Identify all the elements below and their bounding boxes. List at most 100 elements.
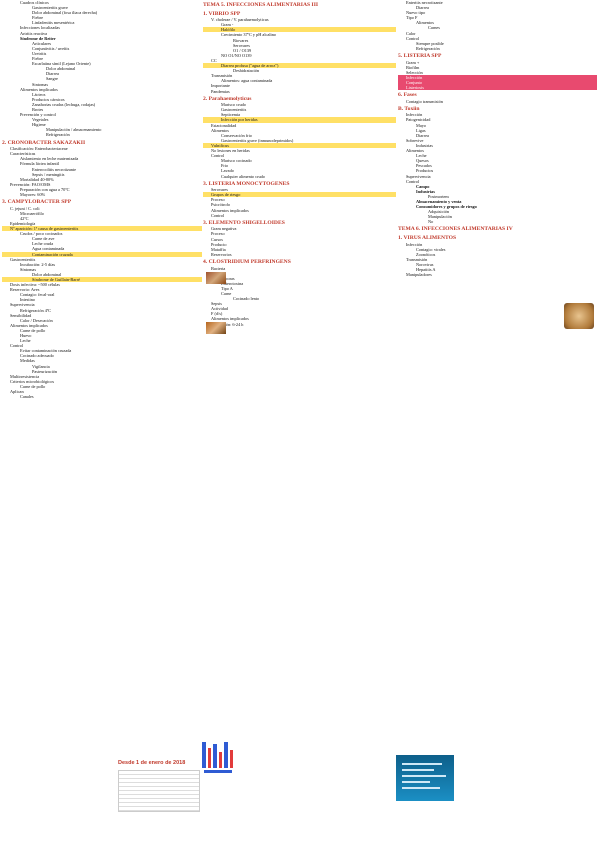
column-middle: TEMA 5. INFECCIONES ALIMENTARIAS III 1. V… — [203, 0, 396, 848]
outline-line: Leche — [20, 338, 31, 344]
outline-line: Contaminación cruzada — [2, 251, 202, 257]
outline-line: Alimentos — [416, 20, 434, 26]
outline-line: Septicemia — [221, 112, 241, 118]
outline-line: Biovares — [233, 37, 249, 43]
outline-line: Síndrome de Guillain-Barré — [2, 276, 202, 283]
outline-line: CC — [211, 57, 217, 63]
outline-line: Sensibilidad — [10, 312, 32, 318]
outline-line: Vulnificus — [203, 142, 396, 149]
outline-line: Fiebre — [32, 15, 43, 21]
outline-line: Multirresistencia — [10, 373, 40, 379]
outline-line: 3. ELEMENTO SHIGELLOIDES — [203, 219, 285, 226]
outline-line: Escarlatina símil (Lejano Oriente) — [32, 61, 91, 67]
column-right: Enteritis necrotizante Diarrea Nuevo tipo T… — [398, 0, 597, 848]
outline-line: Alimentos: agua contaminada — [221, 78, 273, 84]
outline-line: Alimentos — [211, 127, 229, 133]
outline-line: Refrigeración — [46, 132, 70, 138]
outline-line: TEMA 5. INFECCIONES ALIMENTARIAS III — [203, 2, 319, 8]
outline-line: Leche cruda — [32, 241, 54, 247]
outline-line: 6. Fases — [398, 92, 417, 99]
date-banner: Desde 1 de enero de 2018 — [118, 760, 186, 766]
outline-line: Cocinado lento — [233, 296, 260, 302]
outline-line: Mayores: 60% — [20, 191, 46, 197]
outline-line: Industrias — [416, 188, 435, 194]
outline-line: Calor — [406, 30, 416, 36]
outline-line: Conjuntivitis / uveítis — [32, 45, 70, 51]
outline-line: Zoonóticos — [416, 251, 436, 257]
outline-line: Huevo — [20, 333, 32, 338]
outline-line: Supervivencia — [406, 173, 431, 179]
outline-line: Síntomas — [20, 266, 36, 272]
outline-line: Ligas — [416, 127, 426, 133]
outline-line: Tipo A — [221, 285, 233, 291]
outline-line: Listeriosis — [398, 85, 597, 91]
cell-diagram — [200, 738, 236, 778]
outline-line: Transmisión — [211, 73, 233, 79]
outline-line: Fiebre — [32, 56, 43, 62]
outline-line: Mataffia — [211, 246, 226, 252]
outline-line: Mayo — [416, 122, 427, 128]
outline-line: Gram - — [221, 22, 234, 28]
outline-line: Lácteos — [32, 91, 46, 97]
outline-line: Infecciones localizadas — [20, 25, 60, 31]
outline-line: Control — [203, 327, 396, 332]
outline-line: No lesiones en heridas — [211, 148, 250, 154]
outline-line: Reservorios — [211, 251, 232, 257]
outline-line: Selección — [406, 69, 423, 75]
outline-line: Contagio: fecal-oral — [20, 292, 55, 298]
outline-line: TEMA 6. INFECCIONES ALIMENTARIAS IV — [398, 226, 513, 233]
outline-line: Carne — [221, 290, 232, 296]
outline-line: 3. LISTERIA MONOCYTOGENES — [203, 180, 290, 187]
column-left: Cuadros clínicos Gastroenteritis grave Dol… — [2, 0, 202, 848]
outline-line: Vigilancia — [32, 363, 50, 369]
document-thumbnail — [118, 770, 200, 812]
outline-line: Cualquier alimento crudo — [221, 173, 265, 179]
outline-line: Nuevo tipo — [406, 10, 426, 16]
outline-line: Carne de pollo — [20, 327, 46, 333]
outline-line: Deshidratación — [233, 68, 260, 74]
outline-line: Control — [211, 212, 225, 218]
outline-line: Evitar contaminación cruzada — [20, 348, 72, 354]
outline-line: Productos — [416, 168, 434, 174]
outline-line: Dolor abdominal — [46, 66, 76, 72]
outline-line: C. jejuni / C. coli — [10, 205, 40, 211]
outline-line: Gastroenteritis — [10, 256, 36, 262]
outline-line: Zanahorias crudas (lechuga, rodajas) — [32, 101, 96, 107]
outline-line: Medidas — [20, 358, 35, 364]
outline-line: 3. CAMPYLOBACTER SPP — [2, 199, 72, 206]
outline-line: Norovirus — [416, 262, 434, 267]
culture-photo — [564, 303, 594, 329]
outline-line: Alimentos — [406, 148, 424, 154]
outline-line: No — [428, 219, 434, 225]
outline-line: Vegetales — [32, 117, 49, 123]
outline-line: Enteritis necrotizante — [406, 0, 443, 5]
outline-line: Brotes — [32, 106, 44, 112]
outline-line: Cursos — [211, 236, 223, 242]
outline-line: Halófilo — [203, 27, 396, 33]
outline-line: Industrias — [416, 142, 433, 148]
outline-line: Transmisión — [406, 256, 428, 262]
outline-line: Contagio transmisión — [406, 98, 443, 104]
outline-line: Sepsis / meningitis — [32, 171, 65, 177]
outline-line: Infección — [406, 112, 423, 118]
outline-line: Carne de ave — [32, 236, 55, 242]
outline-line: Prevención y control — [20, 112, 56, 118]
outline-line: 2. CRONOBACTER SAKAZAKII — [2, 139, 86, 146]
outline-line: Hepatitis A — [416, 267, 436, 273]
outline-line: Aplican — [10, 389, 24, 395]
outline-line: Sintomas — [32, 81, 48, 87]
outline-line: Control — [10, 343, 24, 349]
outline-line: Mortalidad 40-80% — [20, 176, 54, 182]
outline-line: Patogenicidad — [406, 117, 431, 123]
outline-line: Gram + — [406, 59, 420, 65]
outline-line: 5. LISTERIA SPP — [398, 52, 442, 59]
food-photo — [206, 272, 226, 284]
outline-line: V. cholerae / V. parahaemolyticus — [211, 17, 269, 23]
outline-line: Cocinado adecuado — [20, 353, 54, 359]
outline-line: Sepsis — [211, 301, 222, 307]
outline-line: Características — [10, 151, 36, 157]
outline-line: F (d/s) — [211, 311, 223, 317]
screenshot-thumbnail — [396, 755, 454, 801]
outline-line: Psicrótrofo — [211, 202, 231, 208]
outline-line: Reservorio: Aves — [10, 287, 40, 293]
